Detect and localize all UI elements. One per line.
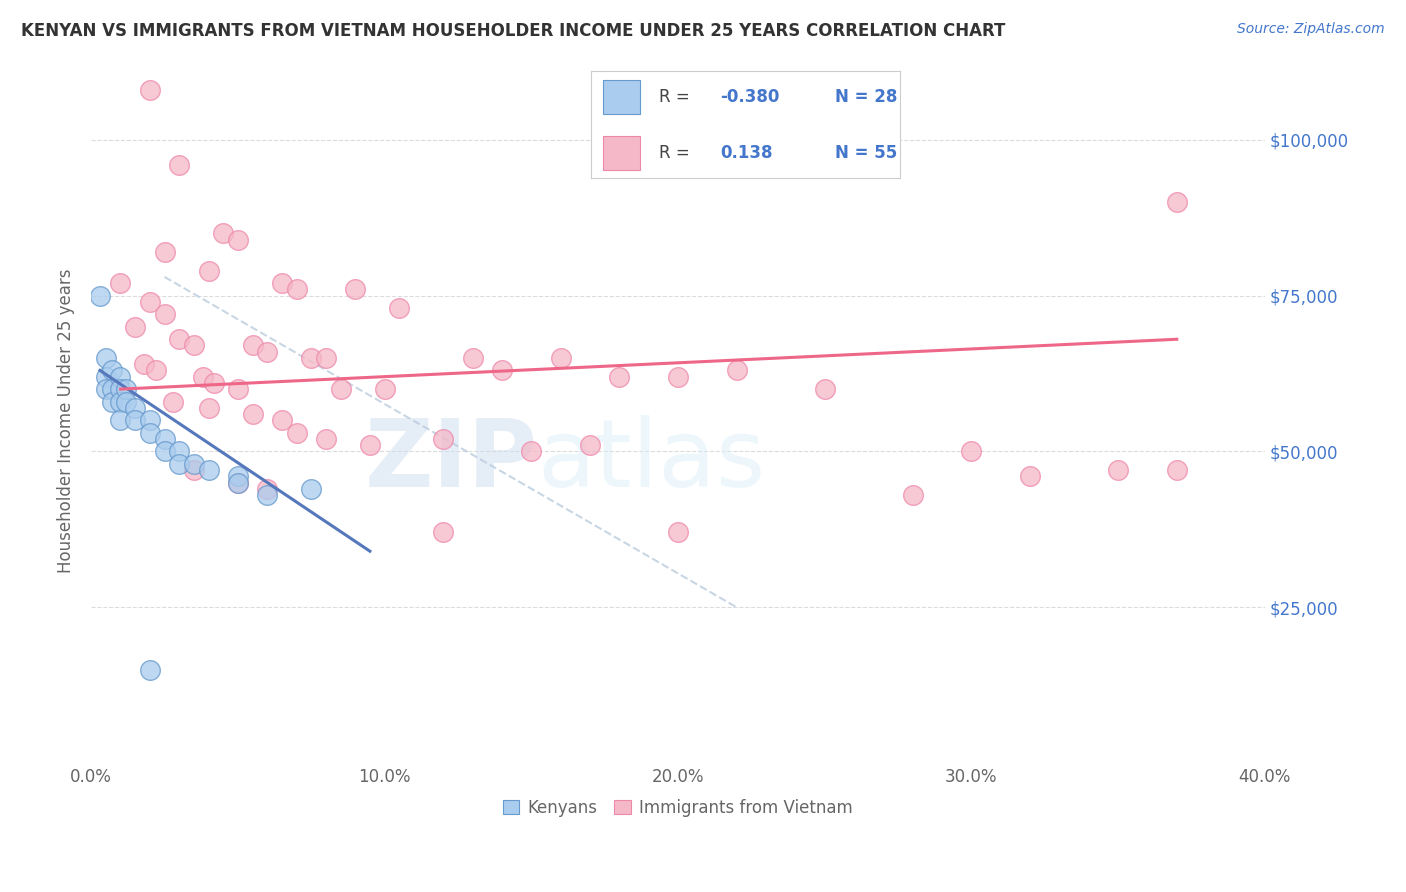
Text: atlas: atlas — [537, 416, 765, 508]
Point — [432, 432, 454, 446]
Point — [388, 301, 411, 315]
Point — [139, 425, 162, 440]
Point — [666, 525, 689, 540]
Point — [520, 444, 543, 458]
Point — [139, 294, 162, 309]
Point — [197, 463, 219, 477]
Point — [115, 382, 138, 396]
Point — [226, 382, 249, 396]
Point — [814, 382, 837, 396]
Point — [139, 83, 162, 97]
Point — [285, 282, 308, 296]
Point — [94, 369, 117, 384]
Point — [226, 233, 249, 247]
Point — [167, 332, 190, 346]
FancyBboxPatch shape — [603, 80, 640, 114]
Point — [270, 413, 292, 427]
Point — [167, 444, 190, 458]
Point — [1166, 463, 1188, 477]
Point — [242, 338, 264, 352]
Point — [256, 488, 278, 502]
Point — [960, 444, 983, 458]
Text: N = 55: N = 55 — [835, 144, 897, 161]
Point — [94, 351, 117, 365]
Point — [197, 401, 219, 415]
Text: KENYAN VS IMMIGRANTS FROM VIETNAM HOUSEHOLDER INCOME UNDER 25 YEARS CORRELATION : KENYAN VS IMMIGRANTS FROM VIETNAM HOUSEH… — [21, 22, 1005, 40]
Point — [315, 351, 337, 365]
Point — [162, 394, 184, 409]
Point — [124, 401, 146, 415]
Point — [344, 282, 367, 296]
Point — [226, 469, 249, 483]
Point — [197, 263, 219, 277]
Point — [124, 413, 146, 427]
Text: R =: R = — [658, 88, 695, 106]
Text: ZIP: ZIP — [364, 416, 537, 508]
Point — [359, 438, 381, 452]
Point — [315, 432, 337, 446]
Point — [270, 276, 292, 290]
Point — [256, 482, 278, 496]
Point — [202, 376, 225, 390]
Point — [100, 394, 122, 409]
Point — [110, 382, 132, 396]
Text: N = 28: N = 28 — [835, 88, 897, 106]
Text: Source: ZipAtlas.com: Source: ZipAtlas.com — [1237, 22, 1385, 37]
Point — [1019, 469, 1042, 483]
Point — [153, 444, 176, 458]
Point — [167, 158, 190, 172]
Point — [607, 369, 630, 384]
Point — [145, 363, 167, 377]
Point — [191, 369, 214, 384]
Text: -0.380: -0.380 — [720, 88, 780, 106]
Point — [491, 363, 513, 377]
Legend: Kenyans, Immigrants from Vietnam: Kenyans, Immigrants from Vietnam — [496, 792, 860, 823]
Point — [110, 276, 132, 290]
Point — [901, 488, 924, 502]
Point — [550, 351, 572, 365]
Point — [1166, 195, 1188, 210]
Point — [725, 363, 748, 377]
Point — [226, 475, 249, 490]
Point — [110, 369, 132, 384]
Point — [183, 457, 205, 471]
Point — [110, 413, 132, 427]
Point — [666, 369, 689, 384]
Point — [132, 357, 155, 371]
Point — [285, 425, 308, 440]
Point — [242, 407, 264, 421]
Point — [212, 227, 235, 241]
Point — [299, 351, 322, 365]
Point — [124, 319, 146, 334]
FancyBboxPatch shape — [603, 136, 640, 169]
Point — [461, 351, 484, 365]
Point — [110, 394, 132, 409]
Text: R =: R = — [658, 144, 695, 161]
Point — [432, 525, 454, 540]
Point — [115, 394, 138, 409]
Point — [183, 463, 205, 477]
Point — [579, 438, 602, 452]
Point — [139, 663, 162, 677]
Point — [100, 382, 122, 396]
Point — [153, 307, 176, 321]
Point — [153, 244, 176, 259]
Point — [374, 382, 396, 396]
Text: 0.138: 0.138 — [720, 144, 773, 161]
Point — [299, 482, 322, 496]
Point — [100, 363, 122, 377]
Point — [226, 475, 249, 490]
Point — [1107, 463, 1129, 477]
Point — [256, 344, 278, 359]
Point — [183, 338, 205, 352]
Point — [89, 288, 111, 302]
Point — [167, 457, 190, 471]
Point — [139, 413, 162, 427]
Y-axis label: Householder Income Under 25 years: Householder Income Under 25 years — [58, 268, 75, 573]
Point — [94, 382, 117, 396]
Point — [329, 382, 352, 396]
Point — [153, 432, 176, 446]
